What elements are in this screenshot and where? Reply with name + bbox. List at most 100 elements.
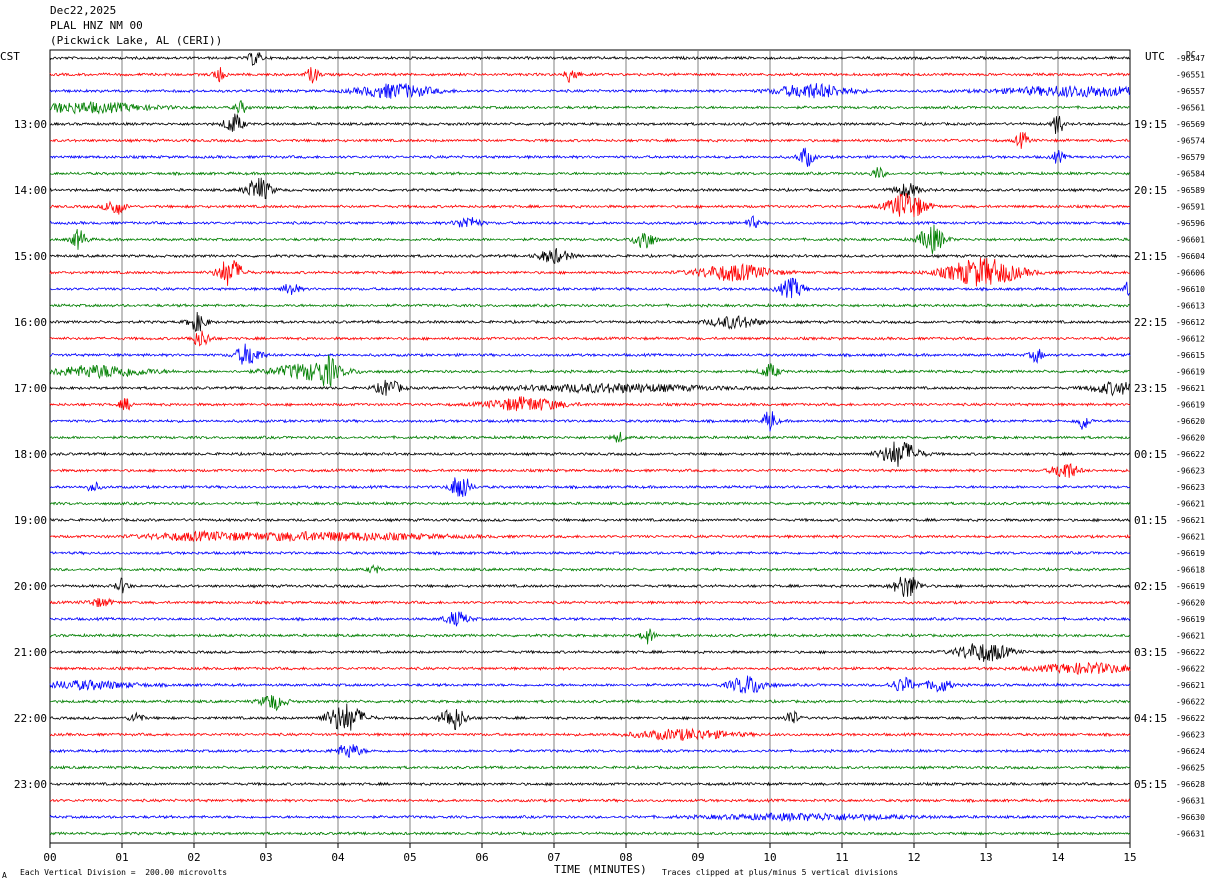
trace-line xyxy=(49,257,1131,287)
dc-offset-label: -96589 xyxy=(1176,186,1205,195)
dc-offset-label: -96628 xyxy=(1176,780,1205,789)
right-timezone-label: UTC xyxy=(1145,50,1165,63)
trace-line xyxy=(49,353,1130,387)
left-hour-label: 20:00 xyxy=(14,580,47,593)
left-time-labels: 13:00 14:00 15:00 16:00 17:00 18:00 19:00 20:00… xyxy=(14,118,47,791)
trace-line xyxy=(49,661,1131,676)
dc-offset-label: -96621 xyxy=(1176,533,1205,542)
right-hour-label: 20:15 xyxy=(1134,184,1167,197)
x-tick-label: 00 xyxy=(43,851,56,864)
dc-offset-label: -96621 xyxy=(1176,384,1205,393)
left-hour-label: 14:00 xyxy=(14,184,47,197)
dc-offset-label: -96623 xyxy=(1176,483,1205,492)
trace-line xyxy=(49,441,1131,467)
trace-line xyxy=(49,277,1131,299)
trace-line xyxy=(49,67,1131,84)
left-hour-label: 13:00 xyxy=(14,118,47,131)
trace-line xyxy=(49,643,1131,662)
x-tick-label: 02 xyxy=(187,851,200,864)
x-tick-label: 07 xyxy=(547,851,560,864)
dc-offset-label: -96621 xyxy=(1176,500,1205,509)
x-tick-label: 04 xyxy=(331,851,345,864)
dc-offset-label: -96624 xyxy=(1176,747,1205,756)
trace-line xyxy=(49,302,1131,308)
dc-offset-label: -96623 xyxy=(1176,467,1205,476)
left-hour-label: 19:00 xyxy=(14,514,47,527)
trace-line xyxy=(49,564,1131,574)
right-hour-label: 19:15 xyxy=(1134,118,1167,131)
station-label: PLAL HNZ NM 00 xyxy=(50,19,143,32)
dc-offset-label: -96630 xyxy=(1176,813,1205,822)
dc-offset-label: -96631 xyxy=(1176,797,1205,806)
x-axis-label: TIME (MINUTES) xyxy=(554,863,647,876)
left-hour-label: 16:00 xyxy=(14,316,47,329)
trace-line xyxy=(49,113,1131,135)
dc-offset-label: -96622 xyxy=(1176,450,1205,459)
right-hour-label: 00:15 xyxy=(1134,448,1167,461)
dc-offset-label: -96622 xyxy=(1176,698,1205,707)
dc-offset-label: -96622 xyxy=(1176,714,1205,723)
trace-line xyxy=(49,215,1131,228)
trace-line xyxy=(49,311,1131,333)
trace-line xyxy=(49,628,1131,645)
dc-offset-label: -96612 xyxy=(1176,318,1205,327)
trace-line xyxy=(49,166,1131,178)
dc-offset-label: -96579 xyxy=(1176,153,1205,162)
x-axis-ticks: 00 01 02 03 04 05 06 07 08 09 10 11 12 13 14 15 xyxy=(43,843,1137,864)
trace-line xyxy=(49,192,1131,218)
left-hour-label: 15:00 xyxy=(14,250,47,263)
x-tick-label: 01 xyxy=(115,851,128,864)
trace-line xyxy=(49,330,1131,347)
trace-line xyxy=(49,462,1131,478)
left-hour-label: 21:00 xyxy=(14,646,47,659)
dc-offset-label: -96625 xyxy=(1176,764,1205,773)
dc-offset-label: -96619 xyxy=(1176,549,1205,558)
trace-line xyxy=(49,379,1131,397)
trace-line xyxy=(49,177,1131,199)
right-hour-label: 03:15 xyxy=(1134,646,1167,659)
trace-line xyxy=(49,611,1131,627)
trace-line xyxy=(49,703,1131,731)
dc-offset-label: -96621 xyxy=(1176,681,1205,690)
dc-offset-label: -96606 xyxy=(1176,269,1205,278)
right-time-labels: 19:15 20:15 21:15 22:15 23:15 00:15 01:15 02:15… xyxy=(1134,118,1167,791)
dc-header-label: DC xyxy=(1186,50,1196,59)
x-tick-label: 14 xyxy=(1051,851,1065,864)
trace-line xyxy=(49,247,1131,264)
left-timezone-label: CST xyxy=(0,50,20,63)
left-hour-label: 17:00 xyxy=(14,382,47,395)
left-hour-label: 18:00 xyxy=(14,448,47,461)
trace-line xyxy=(50,529,1131,543)
trace-line xyxy=(49,830,1131,836)
dc-offset-label: -96591 xyxy=(1176,203,1205,212)
grid-lines xyxy=(121,50,1059,843)
trace-line xyxy=(49,744,1130,758)
plot-frame xyxy=(49,49,1131,844)
clip-note: Traces clipped at plus/minus 5 vertical … xyxy=(662,868,899,877)
trace-line xyxy=(49,550,1131,556)
x-tick-label: 05 xyxy=(403,851,416,864)
dc-offset-labels: -96547 -96551 -96557 -96561 -96569 -96574 -965… xyxy=(1176,54,1205,839)
trace-line xyxy=(49,727,1131,741)
x-tick-label: 13 xyxy=(979,851,992,864)
dc-offset-label: -96619 xyxy=(1176,401,1205,410)
right-hour-label: 23:15 xyxy=(1134,382,1167,395)
dc-offset-label: -96569 xyxy=(1176,120,1205,129)
trace-line xyxy=(49,396,1131,412)
x-tick-label: 08 xyxy=(619,851,632,864)
dc-offset-label: -96613 xyxy=(1176,302,1205,311)
dc-offset-label: -96596 xyxy=(1176,219,1205,228)
trace-line xyxy=(49,82,1131,99)
dc-offset-label: -96561 xyxy=(1176,104,1205,113)
trace-line xyxy=(49,51,1131,66)
dc-offset-label: -96612 xyxy=(1176,335,1205,344)
location-label: (Pickwick Lake, AL (CERI)) xyxy=(50,34,223,47)
dc-offset-label: -96619 xyxy=(1176,615,1205,624)
trace-line xyxy=(49,147,1131,167)
dc-offset-label: -96604 xyxy=(1176,252,1205,261)
dc-offset-label: -96620 xyxy=(1176,417,1205,426)
dc-offset-label: -96601 xyxy=(1176,236,1205,245)
dc-offset-label: -96610 xyxy=(1176,285,1205,294)
trace-line xyxy=(49,812,1131,823)
